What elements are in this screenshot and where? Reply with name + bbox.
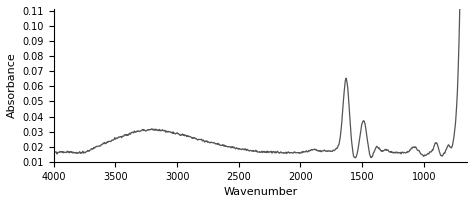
Y-axis label: Absorbance: Absorbance	[7, 53, 17, 119]
X-axis label: Wavenumber: Wavenumber	[223, 187, 298, 197]
